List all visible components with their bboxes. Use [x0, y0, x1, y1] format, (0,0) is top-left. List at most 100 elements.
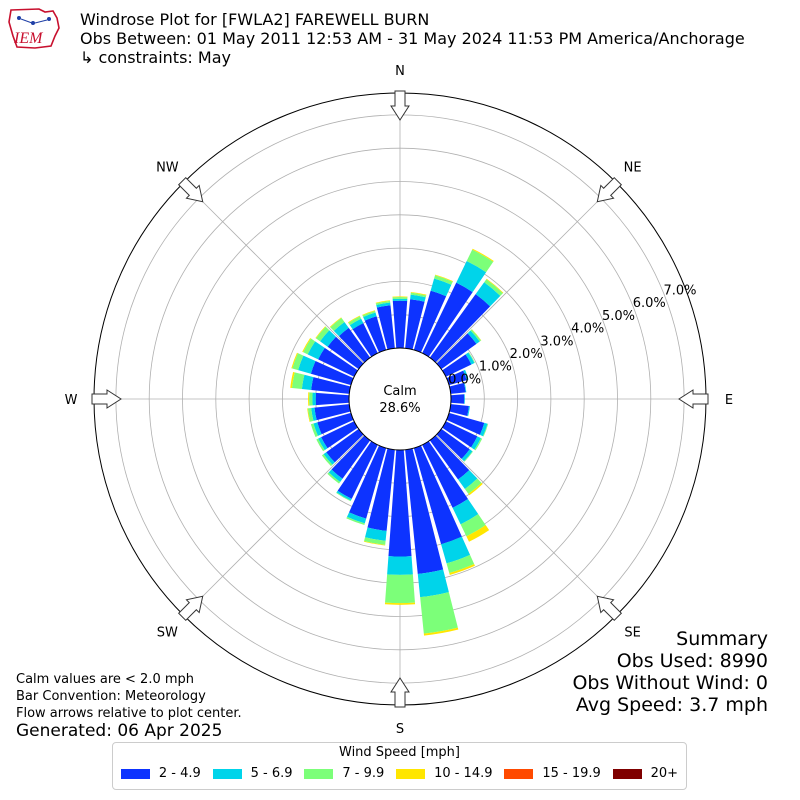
direction-label: N	[395, 64, 405, 79]
legend-swatch	[304, 768, 334, 779]
windrose-bar-segment	[328, 469, 343, 482]
windrose-bar-segment	[347, 315, 360, 323]
windrose-bar-segment	[311, 407, 317, 421]
radial-tick-label: 7.0%	[663, 283, 696, 298]
windrose-bar-segment	[461, 449, 473, 462]
windrose-bar-segment	[467, 406, 470, 417]
windrose-bar-segment	[363, 541, 386, 546]
windrose-bar-segment	[464, 451, 473, 462]
legend-item: 20+	[612, 766, 679, 781]
windrose-bar-segment	[465, 352, 475, 365]
calm-label: Calm	[383, 384, 416, 399]
windrose-bar-segment	[429, 435, 470, 480]
windrose-bar-segment	[315, 392, 350, 406]
windrose-bar-segment	[327, 472, 341, 484]
flow-arrow-icon	[91, 389, 122, 409]
windrose-bar-segment	[331, 435, 371, 479]
windrose-bar-segment	[318, 347, 358, 377]
windrose-bar-segment	[362, 310, 376, 317]
legend-title: Wind Speed [mph]	[339, 745, 460, 760]
windrose-bar-segment	[321, 454, 333, 467]
windrose-bar-segment	[456, 261, 487, 293]
windrose-bar-segment	[466, 525, 490, 542]
legend-swatch	[612, 768, 642, 779]
windrose-bars	[290, 248, 504, 636]
direction-labels: N NE E SE S SW W NW	[65, 64, 734, 737]
windrose-bar-segment	[315, 326, 326, 339]
summary-heading: Summary	[676, 628, 768, 650]
summary-avg-speed: Avg Speed: 3.7 mph	[575, 694, 768, 716]
calm-note: Calm values are < 2.0 mph	[16, 672, 195, 687]
direction-label: S	[396, 722, 404, 737]
windrose-bar-segment	[363, 312, 377, 321]
radial-tick-label: 6.0%	[633, 296, 666, 311]
radial-tick-label: 2.0%	[510, 347, 543, 362]
windrose-bar-segment	[308, 392, 310, 406]
windrose-bar-segment	[430, 278, 452, 297]
windrose-bar-segment	[422, 441, 468, 508]
radial-tick-labels: 0.0%1.0%2.0%3.0%4.0%5.0%6.0%7.0%	[448, 283, 696, 387]
windrose-bar-segment	[472, 248, 494, 262]
windrose-bar-segment	[392, 298, 408, 301]
summary-block: Summary Obs Used: 8990 Obs Without Wind:…	[572, 628, 768, 716]
windrose-bar-segment	[316, 438, 325, 452]
windrose-bar-segment	[464, 394, 465, 404]
windrose-bar-segment	[337, 441, 378, 499]
windrose-bar-segment	[292, 353, 304, 371]
windrose-bar-segment	[467, 330, 480, 344]
windrose-bar-segment	[330, 317, 345, 331]
legend-item: 15 - 19.9	[504, 766, 601, 781]
summary-obs-used: Obs Used: 8990	[616, 650, 768, 672]
windrose-bar-segment	[307, 408, 314, 422]
windrose-bar-segment	[313, 422, 322, 436]
windrose-bar-segment	[392, 300, 408, 349]
windrose-bar-segment	[346, 516, 365, 525]
windrose-bar-segment	[413, 445, 462, 545]
generated-date: Generated: 06 Apr 2025	[16, 721, 223, 741]
flow-arrow-icon	[596, 595, 623, 622]
windrose-bar-segment	[375, 300, 391, 304]
windrose-bar-segment	[309, 392, 313, 406]
windrose-bar-segment	[449, 382, 466, 394]
direction-label: SW	[157, 626, 178, 641]
windrose-bar-segment	[303, 338, 316, 355]
windrose-bar-segment	[321, 421, 358, 449]
windrose-bar-segment	[420, 592, 458, 634]
windrose-bar-segment	[450, 394, 465, 404]
legend-label: 5 - 6.9	[250, 766, 293, 781]
legend-item: 5 - 6.9	[212, 766, 293, 781]
legend-swatch	[504, 768, 534, 779]
windrose-bar-segment	[435, 274, 453, 282]
legend-swatch	[120, 768, 150, 779]
windrose-bar-segment	[405, 299, 425, 350]
flow-arrow-icon	[390, 677, 410, 708]
windrose-bar-segment	[375, 300, 391, 306]
calm-circle-group: Calm 28.6%	[348, 347, 452, 451]
windrose-bar-segment	[348, 316, 362, 326]
windrose-bar-segment	[310, 361, 354, 386]
windrose-bar-segment	[336, 490, 352, 501]
windrose-bar-segment	[385, 574, 415, 604]
direction-label: SE	[624, 626, 640, 641]
windrose-bar-segment	[474, 438, 483, 451]
chart-title-block: Windrose Plot for [FWLA2] FAREWELL BURN …	[80, 10, 745, 67]
direction-label: NE	[624, 160, 642, 175]
windrose-bar-segment	[436, 428, 470, 459]
windrose-bar-segment	[468, 352, 475, 364]
windrose-bar-segment	[302, 337, 311, 353]
legend-items: 2 - 4.9 5 - 6.9 7 - 9.9 10 - 14.9 15 - 19.9 2…	[113, 766, 686, 781]
windrose-bar-segment	[384, 602, 416, 605]
windrose-bar-segment	[442, 354, 472, 377]
legend-item: 2 - 4.9	[120, 766, 201, 781]
calm-circle	[348, 347, 452, 451]
legend-label: 20+	[650, 766, 679, 781]
windrose-bar-segment	[352, 323, 378, 357]
windrose-bar-segment	[471, 329, 482, 341]
windrose-bar-segment	[405, 448, 444, 574]
windrose-bar-segment	[333, 321, 349, 337]
grid-ring	[182, 181, 618, 617]
windrose-bar-segment	[323, 452, 335, 465]
windrose-bar-segment	[315, 326, 330, 342]
legend: Wind Speed [mph] 2 - 4.9 5 - 6.9 7 - 9.9 10…	[112, 742, 687, 790]
windrose-bar-segment	[486, 278, 504, 294]
